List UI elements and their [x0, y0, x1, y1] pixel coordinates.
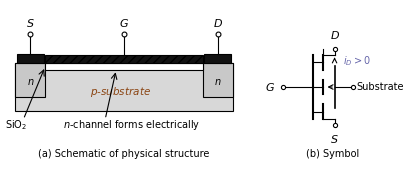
Bar [17, 54, 44, 63]
Bar [15, 63, 232, 111]
Text: $G$: $G$ [264, 81, 274, 93]
Bar [45, 55, 202, 63]
Text: $n$-channel forms electrically: $n$-channel forms electrically [63, 118, 200, 132]
Bar [15, 63, 45, 97]
Text: $n$: $n$ [214, 77, 221, 87]
Text: $p$-substrate: $p$-substrate [89, 85, 150, 99]
Text: $D$: $D$ [212, 17, 222, 29]
Bar [204, 54, 231, 63]
Text: $S$: $S$ [330, 133, 338, 145]
Text: $i_D > 0$: $i_D > 0$ [342, 54, 369, 68]
Bar [202, 63, 232, 97]
Text: Substrate: Substrate [356, 82, 403, 92]
Text: $G$: $G$ [119, 17, 129, 29]
Text: $D$: $D$ [329, 29, 339, 41]
Text: SiO$_2$: SiO$_2$ [5, 118, 28, 132]
Text: $n$: $n$ [26, 77, 34, 87]
Bar [45, 63, 202, 70]
Text: (b) Symbol: (b) Symbol [305, 149, 358, 159]
Text: (a) Schematic of physical structure: (a) Schematic of physical structure [38, 149, 209, 159]
Text: $S$: $S$ [26, 17, 35, 29]
